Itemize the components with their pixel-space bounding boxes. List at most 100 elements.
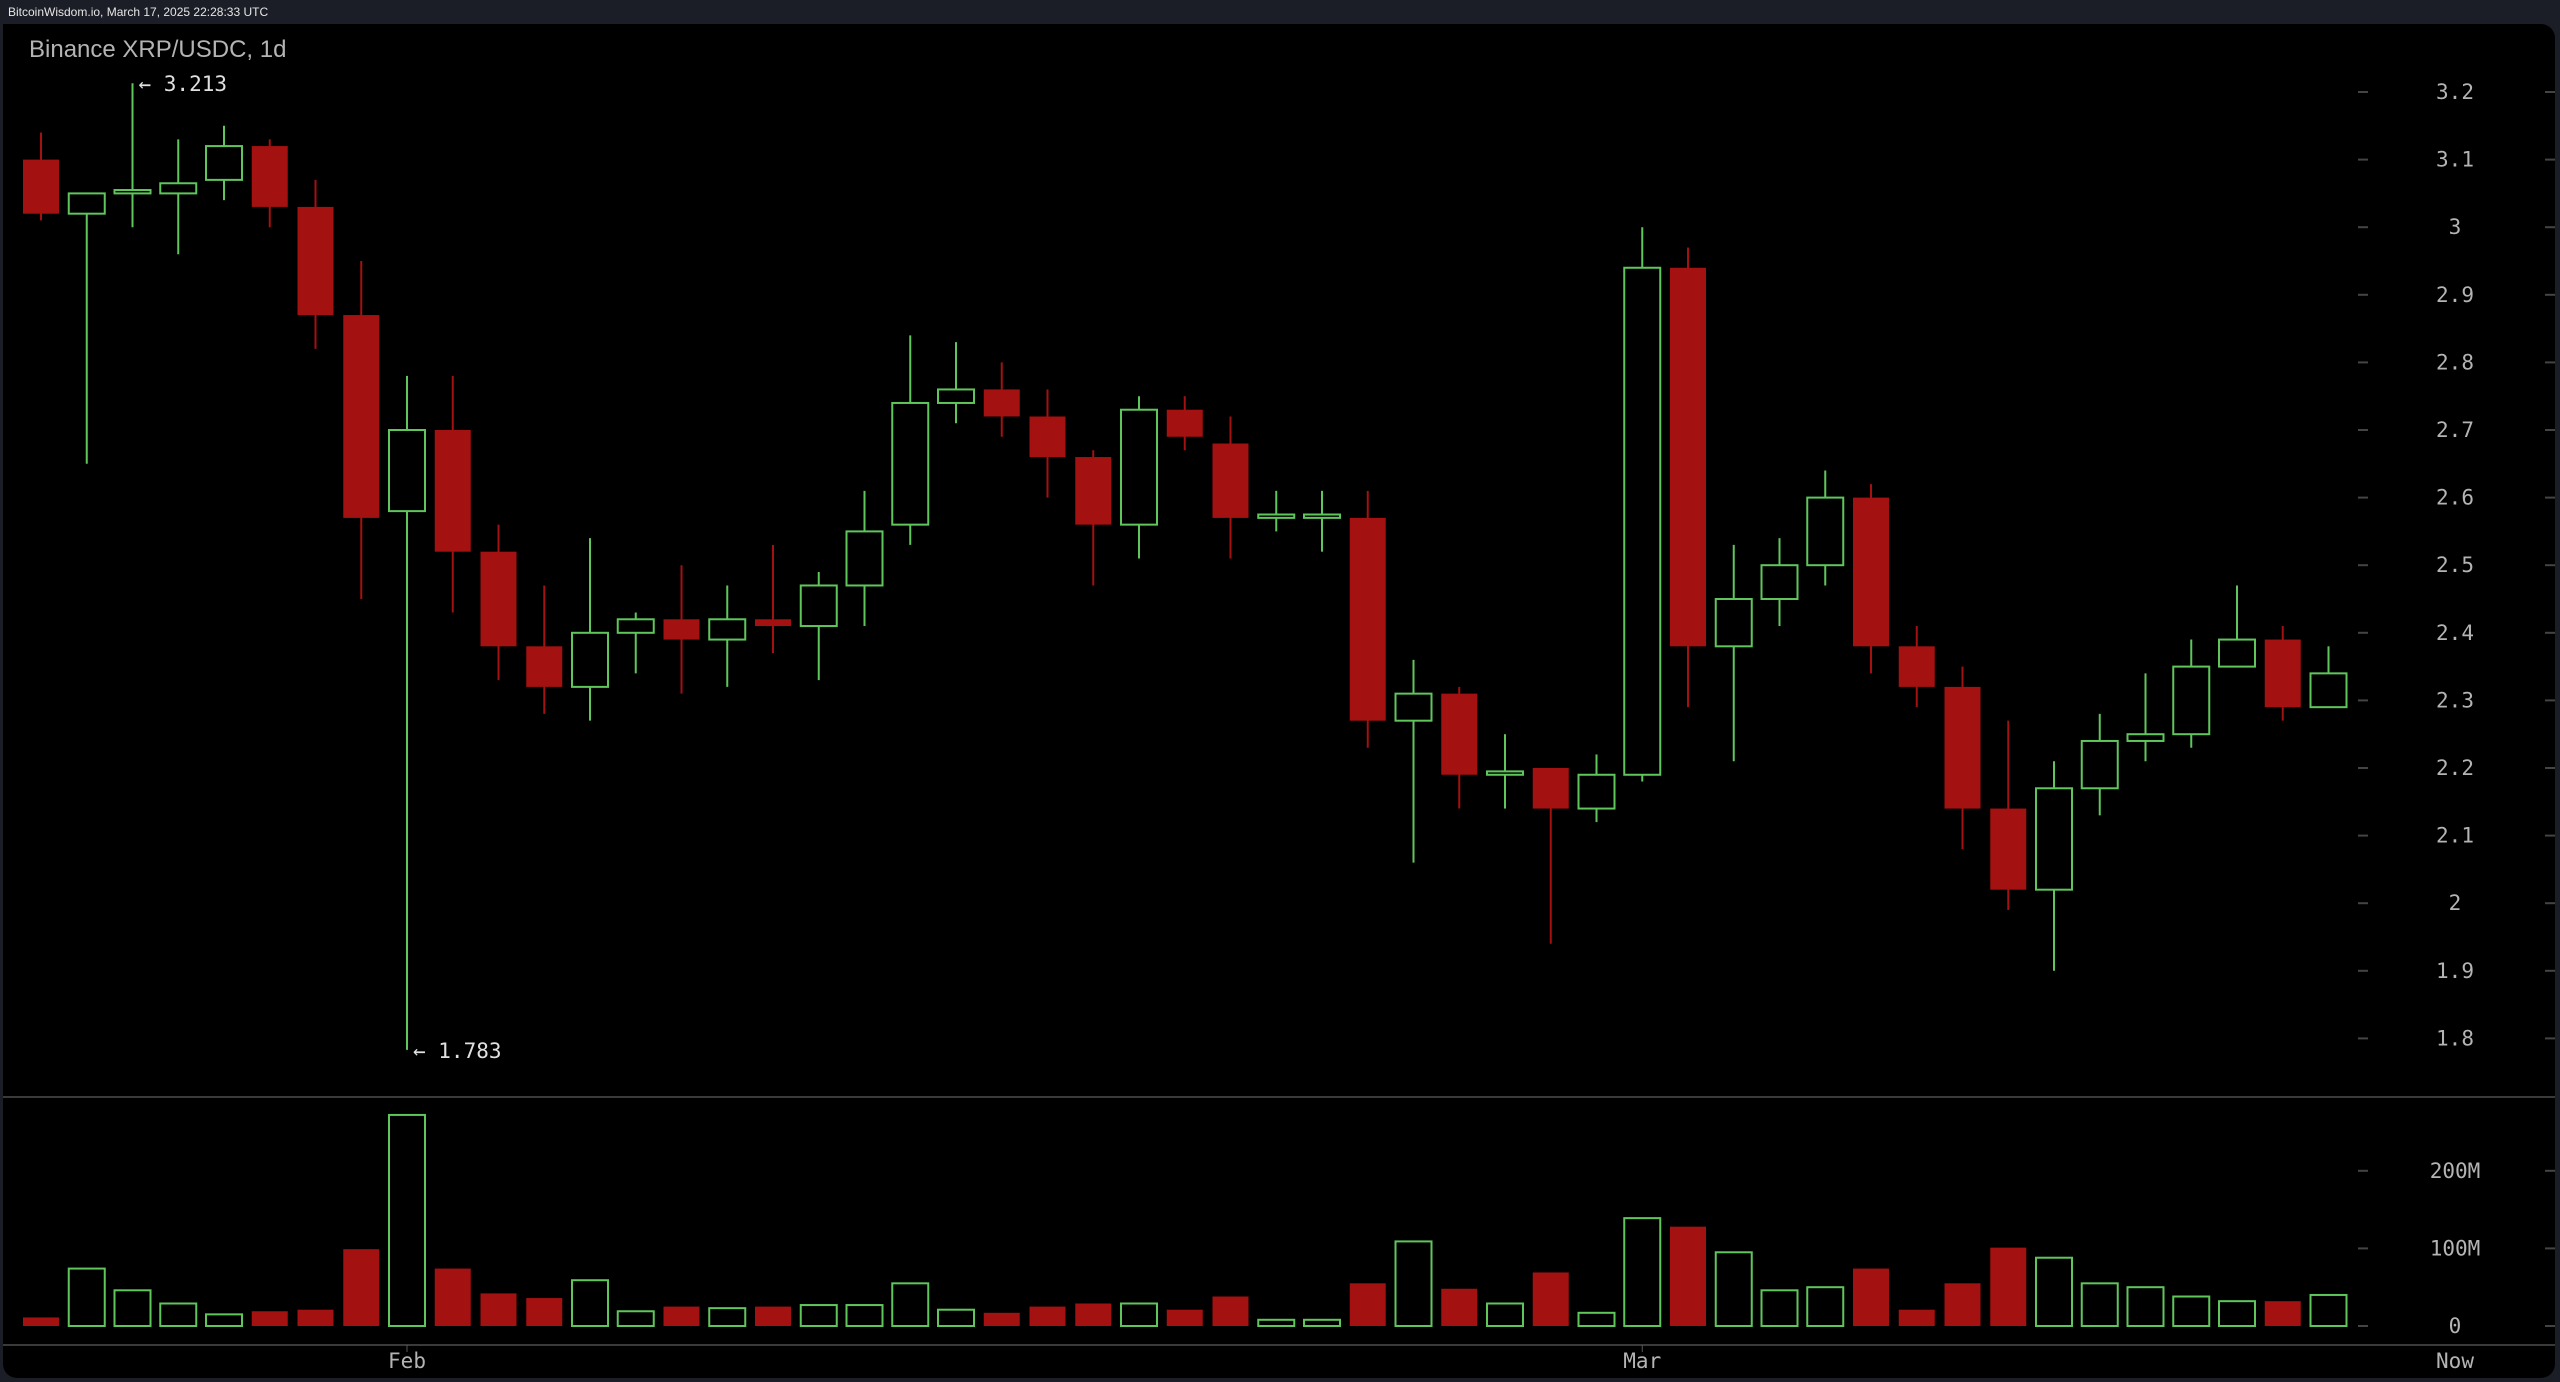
volume-bar-up[interactable] <box>891 1282 930 1327</box>
candle-body-up[interactable] <box>2218 638 2256 668</box>
volume-bar-up[interactable] <box>2080 1282 2119 1327</box>
candle-body-up[interactable] <box>67 192 106 215</box>
candle-body-down[interactable] <box>1029 416 1066 458</box>
candle-body-down[interactable] <box>1670 267 1706 647</box>
volume-bar-up[interactable] <box>1623 1217 1662 1327</box>
candle-body-down[interactable] <box>755 619 791 627</box>
candle-body-down[interactable] <box>1075 457 1112 525</box>
volume-bar-down[interactable] <box>1075 1303 1112 1326</box>
volume-bar-up[interactable] <box>2218 1300 2256 1327</box>
candle-body-up[interactable] <box>1577 773 1616 810</box>
candle-body-down[interactable] <box>663 619 700 640</box>
candle-body-down[interactable] <box>480 551 517 647</box>
candle-body-down[interactable] <box>1853 497 1889 647</box>
candle-body-up[interactable] <box>891 401 930 526</box>
candle-body-up[interactable] <box>2035 787 2073 891</box>
candle-body-down[interactable] <box>2264 639 2301 708</box>
volume-bar-down[interactable] <box>1441 1288 1478 1326</box>
candle-body-down[interactable] <box>1944 686 1981 809</box>
volume-bar-up[interactable] <box>1394 1240 1433 1328</box>
volume-bar-up[interactable] <box>845 1304 884 1327</box>
volume-bar-up[interactable] <box>1257 1318 1296 1327</box>
volume-bar-down[interactable] <box>1990 1247 2027 1326</box>
volume-bar-down[interactable] <box>663 1306 700 1326</box>
volume-bar-down[interactable] <box>755 1306 791 1326</box>
volume-bar-down[interactable] <box>480 1293 517 1326</box>
volume-bar-down[interactable] <box>297 1309 334 1326</box>
candle-body-up[interactable] <box>2126 733 2165 742</box>
candle-body-up[interactable] <box>1623 266 1662 776</box>
candle-body-up[interactable] <box>113 189 152 195</box>
candle-body-up[interactable] <box>2309 672 2348 709</box>
volume-bar-up[interactable] <box>113 1289 152 1327</box>
volume-bar-up[interactable] <box>67 1267 106 1328</box>
candle-body-up[interactable] <box>1806 496 1845 567</box>
volume-bar-up[interactable] <box>2126 1286 2165 1327</box>
candle-body-up[interactable] <box>616 618 655 634</box>
candle-body-up[interactable] <box>205 145 243 181</box>
candle-body-up[interactable] <box>2080 739 2119 790</box>
volume-bar-up[interactable] <box>2172 1295 2211 1327</box>
volume-bar-down[interactable] <box>1853 1268 1889 1326</box>
candle-body-up[interactable] <box>1394 692 1433 722</box>
candle-body-down[interactable] <box>1212 443 1249 518</box>
candle-body-up[interactable] <box>2172 665 2211 736</box>
volume-bar-up[interactable] <box>2309 1293 2348 1327</box>
candle-body-up[interactable] <box>159 182 198 195</box>
volume-bar-up[interactable] <box>1303 1318 1341 1327</box>
candle-body-up[interactable] <box>1486 770 1524 776</box>
candle-body-up[interactable] <box>937 388 975 404</box>
candle-body-up[interactable] <box>799 584 838 628</box>
volume-bar-up[interactable] <box>571 1279 609 1327</box>
volume-bar-up[interactable] <box>799 1304 838 1327</box>
candle-body-down[interactable] <box>297 206 334 316</box>
candle-body-down[interactable] <box>434 430 471 552</box>
volume-bar-down[interactable] <box>1349 1283 1386 1326</box>
volume-bar-down[interactable] <box>983 1312 1020 1326</box>
candle-body-up[interactable] <box>1303 513 1341 519</box>
volume-bar-up[interactable] <box>1577 1311 1616 1327</box>
volume-bar-down[interactable] <box>1898 1309 1935 1326</box>
candle-body-down[interactable] <box>1990 808 2027 890</box>
candle-body-up[interactable] <box>388 429 426 513</box>
volume-bar-up[interactable] <box>1486 1302 1524 1327</box>
candle-body-down[interactable] <box>1898 646 1935 687</box>
candlestick-chart[interactable]: 3.2 3.1 3 2.9 2.8 2.7 2.6 2.5 2.4 2.3 2.2 2.1 2 1.9 1.… <box>3 24 2555 1378</box>
volume-bar-up[interactable] <box>2035 1256 2073 1328</box>
volume-bar-up[interactable] <box>616 1310 655 1327</box>
volume-bar-up[interactable] <box>1760 1289 1799 1327</box>
candle-body-down[interactable] <box>1166 409 1203 437</box>
candle-body-up[interactable] <box>845 530 884 587</box>
volume-bar-up[interactable] <box>708 1307 747 1327</box>
volume-bar-down[interactable] <box>23 1317 59 1326</box>
volume-bar-down[interactable] <box>526 1298 563 1326</box>
candle-body-down[interactable] <box>1441 693 1478 775</box>
volume-bar-up[interactable] <box>388 1113 426 1327</box>
candle-body-up[interactable] <box>1257 513 1296 519</box>
volume-bar-up[interactable] <box>937 1308 975 1327</box>
volume-bar-up[interactable] <box>1120 1302 1158 1327</box>
volume-bar-down[interactable] <box>1670 1226 1706 1326</box>
volume-bar-down[interactable] <box>2264 1301 2301 1326</box>
volume-bar-down[interactable] <box>1212 1296 1249 1326</box>
candle-body-up[interactable] <box>708 618 747 641</box>
volume-bar-down[interactable] <box>1532 1272 1569 1326</box>
candle-body-down[interactable] <box>251 146 288 207</box>
volume-bar-up[interactable] <box>1714 1251 1753 1328</box>
volume-bar-down[interactable] <box>343 1249 380 1326</box>
candle-body-down[interactable] <box>526 646 563 687</box>
candle-body-up[interactable] <box>1760 564 1799 601</box>
volume-bar-down[interactable] <box>1029 1306 1066 1326</box>
candle-body-down[interactable] <box>23 159 59 214</box>
volume-bar-up[interactable] <box>1806 1286 1845 1327</box>
candle-body-down[interactable] <box>343 315 380 518</box>
volume-bar-down[interactable] <box>1166 1309 1203 1326</box>
candle-body-up[interactable] <box>1120 408 1158 526</box>
candle-body-up[interactable] <box>571 631 609 688</box>
candle-body-down[interactable] <box>1532 768 1569 809</box>
candle-body-down[interactable] <box>983 389 1020 417</box>
volume-bar-down[interactable] <box>434 1268 471 1326</box>
volume-bar-up[interactable] <box>205 1313 243 1327</box>
candle-body-up[interactable] <box>1714 598 1753 648</box>
candle-body-down[interactable] <box>1349 517 1386 721</box>
